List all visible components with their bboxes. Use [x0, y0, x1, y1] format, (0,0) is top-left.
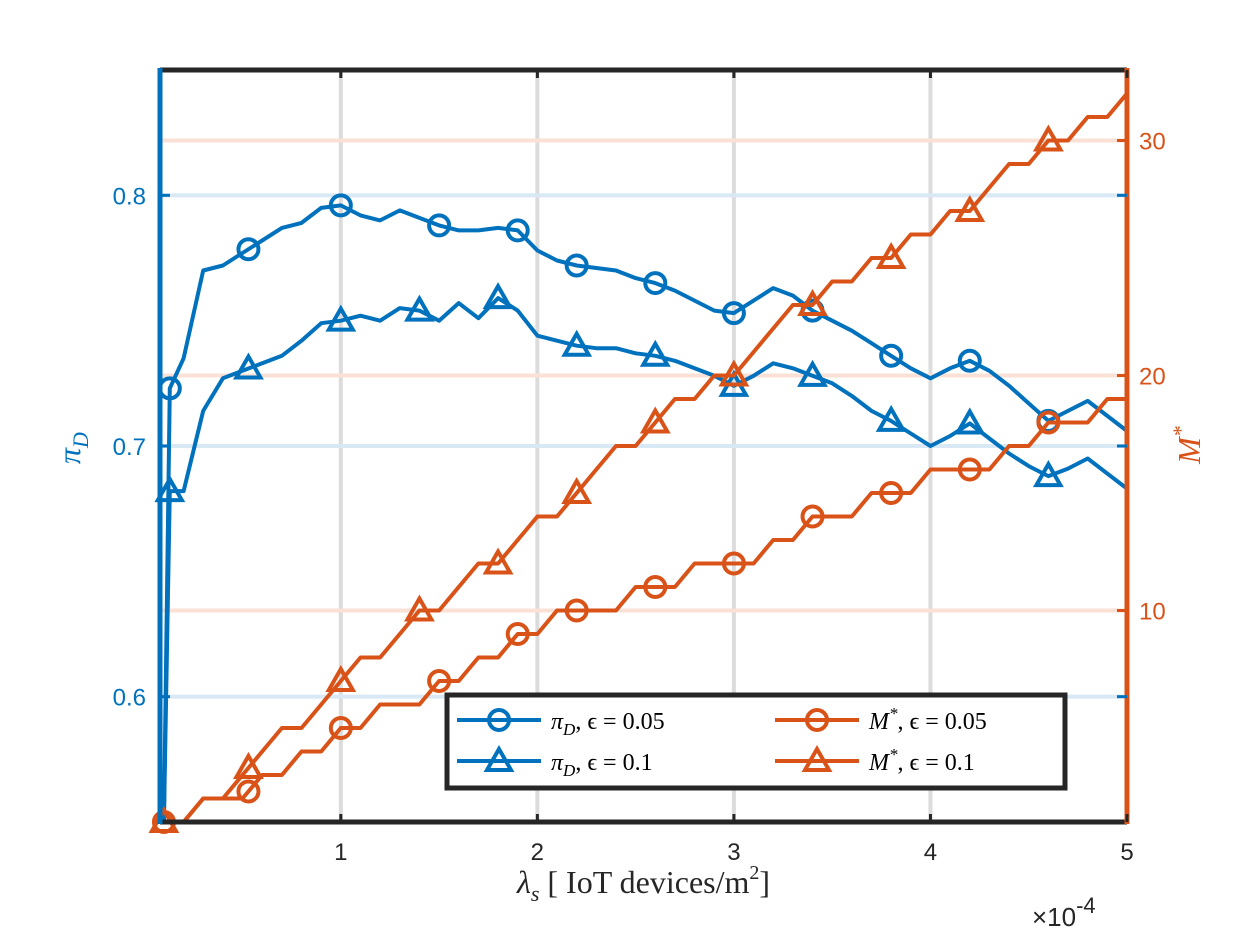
- triangle-marker: [325, 304, 357, 332]
- circle-marker: [879, 481, 904, 505]
- legend-triangle-marker: [801, 744, 833, 772]
- circle-marker: [564, 253, 589, 278]
- triangle-marker: [639, 339, 671, 367]
- legend-circle-marker: [805, 708, 829, 732]
- circle-marker: [564, 598, 589, 623]
- triangle-marker: [325, 664, 357, 692]
- x-tick-label: 4: [924, 839, 937, 866]
- legend-entry: M*, ϵ = 0.05: [775, 704, 987, 735]
- circle-marker: [236, 237, 261, 262]
- series-line: [163, 92, 1129, 824]
- circle-marker: [505, 622, 530, 646]
- circle-marker: [328, 716, 353, 740]
- triangle-marker: [639, 406, 671, 434]
- legend: πD, ϵ = 0.05 M*, ϵ = 0.05 πD, ϵ = 0.1 M*, ϵ…: [444, 692, 1068, 791]
- circle-marker: [879, 343, 904, 368]
- series-line: [161, 296, 1129, 823]
- y-left-title: πD: [51, 432, 93, 464]
- circle-marker: [721, 551, 746, 576]
- triangle-marker: [561, 476, 593, 504]
- triangle-marker: [875, 241, 907, 269]
- circle-marker: [427, 669, 452, 693]
- y-left-tick-label: 0.6: [113, 685, 146, 712]
- plot-series: [148, 92, 1129, 834]
- y-right-tick-label: 20: [1139, 364, 1166, 391]
- y-right-tick-label: 10: [1139, 599, 1166, 626]
- legend-circle-marker: [487, 708, 511, 732]
- x-exponent-label: ×10-4: [1032, 893, 1096, 932]
- circle-marker: [721, 301, 746, 326]
- y-right-tick-label: 30: [1139, 129, 1166, 156]
- triangle-marker: [561, 329, 593, 357]
- series-line: [161, 203, 1129, 823]
- triangle-marker: [232, 751, 264, 779]
- circle-marker: [800, 504, 825, 529]
- triangle-marker: [1032, 124, 1064, 152]
- circle-marker: [957, 457, 982, 482]
- triangle-marker: [1032, 460, 1064, 488]
- legend-label: πD, ϵ = 0.1: [551, 750, 653, 780]
- circle-marker: [236, 779, 261, 804]
- triangle-marker: [154, 475, 186, 503]
- x-axis-title: λs [ IoT devices/m2]: [516, 862, 770, 906]
- legend-entry: πD, ϵ = 0.05: [457, 708, 665, 739]
- grid: [160, 70, 1127, 822]
- legend-entry: πD, ϵ = 0.1: [457, 744, 653, 780]
- triangle-marker: [875, 404, 907, 432]
- legend-triangle-marker: [483, 744, 515, 772]
- legend-label: πD, ϵ = 0.05: [551, 709, 665, 739]
- legend-box: [444, 692, 1068, 791]
- triangle-marker: [403, 294, 435, 322]
- circle-marker: [957, 348, 982, 373]
- circle-marker: [643, 575, 668, 599]
- triangle-marker: [482, 547, 514, 575]
- triangle-marker: [797, 359, 828, 387]
- y-left-tick-label: 0.7: [113, 434, 146, 461]
- triangle-marker: [482, 282, 514, 310]
- y-left-tick-label: 0.8: [113, 183, 146, 210]
- axes: 1 2 3 4 5 0.6 0.7 0.8 10 20 30 λs [ IoT devices/m2]…: [51, 67, 1207, 932]
- triangle-marker: [954, 407, 986, 435]
- triangle-marker: [718, 359, 750, 387]
- y-right-title: M*: [1168, 426, 1207, 465]
- triangle-marker: [797, 288, 828, 316]
- triangle-marker: [954, 194, 986, 222]
- legend-label: M*, ϵ = 0.05: [868, 704, 987, 735]
- circle-marker: [505, 218, 530, 243]
- circle-marker: [427, 213, 452, 238]
- circle-marker: [643, 271, 668, 296]
- circle-marker: [1036, 410, 1061, 435]
- x-tick-label: 5: [1120, 839, 1133, 866]
- circle-marker: [328, 193, 353, 218]
- x-tick-label: 2: [531, 839, 544, 866]
- triangle-marker: [232, 352, 264, 380]
- legend-entry: M*, ϵ = 0.1: [775, 744, 975, 776]
- x-tick-label: 3: [727, 839, 740, 866]
- triangle-marker: [403, 594, 435, 622]
- legend-label: M*, ϵ = 0.1: [868, 745, 975, 776]
- x-tick-label: 1: [334, 839, 347, 866]
